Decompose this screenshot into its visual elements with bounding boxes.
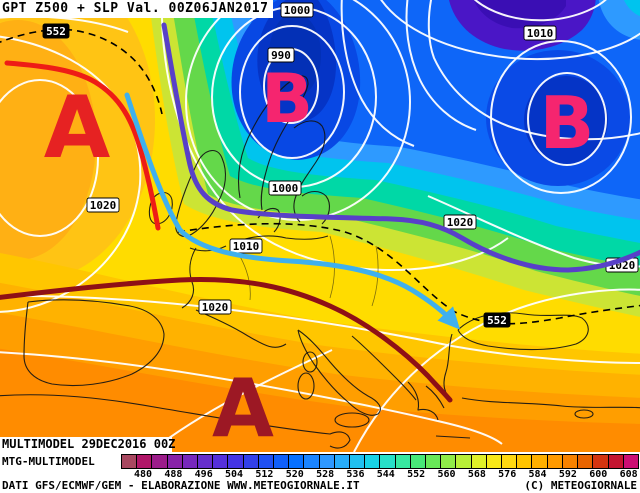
legend-footer: MTG-MULTIMODEL 480 488 496 504 512 520 528 536 5… <box>0 452 640 493</box>
colorbar-cell <box>182 455 199 468</box>
copyright-label: (C) METEOGIORNALE <box>524 479 637 492</box>
colorbar-tick: 560 <box>437 469 456 480</box>
colorbar-cell <box>213 455 229 468</box>
colorbar-cell <box>486 455 503 468</box>
colorbar-cell <box>517 455 533 468</box>
colorbar-cell <box>243 455 259 468</box>
colorbar-tick: 504 <box>225 469 244 480</box>
slp-label-1020-east: 1020 <box>443 214 477 230</box>
colorbar-cell <box>623 455 638 468</box>
colorbar-tick: 592 <box>558 469 577 480</box>
svg-text:1010: 1010 <box>527 27 554 40</box>
colorbar-cell <box>441 455 457 468</box>
high-marker-west: A <box>44 78 111 178</box>
low-marker-east: B <box>540 81 595 165</box>
colorbar-cell <box>319 455 335 468</box>
colorbar-cell <box>350 455 366 468</box>
colorbar-cell <box>562 455 579 468</box>
pressure-labels: 552 1000 990 1010 1000 1020 1010 1020 10… <box>42 2 639 315</box>
colorbar-tick: 496 <box>194 469 213 480</box>
colorbar-cell <box>593 455 609 468</box>
colorbar-cell <box>532 455 548 468</box>
slp-label-1020-west: 1020 <box>86 197 120 213</box>
colorbar-tick: 544 <box>376 469 395 480</box>
colorbar-tick: 528 <box>316 469 335 480</box>
svg-text:1010: 1010 <box>233 240 260 253</box>
colorbar-tick: 536 <box>346 469 365 480</box>
svg-text:1020: 1020 <box>202 301 229 314</box>
svg-text:552: 552 <box>487 314 507 327</box>
pressure-centre-letters: A B B A <box>44 60 595 452</box>
slp-label-1010-ne: 1010 <box>523 25 557 41</box>
colorbar-cell <box>380 455 396 468</box>
coastlines <box>0 75 640 449</box>
maroon-front-line <box>0 277 453 403</box>
svg-text:1020: 1020 <box>90 199 117 212</box>
europe-weather-map: 552 1000 990 1010 1000 1020 1010 1020 10… <box>0 0 640 452</box>
colorbar-tick: 584 <box>528 469 547 480</box>
gpt-552-dashed-line <box>0 28 640 325</box>
colorbar-tick-labels: 480 488 496 504 512 520 528 536 544 552 560 568 576 5… <box>0 469 640 480</box>
gpt-color-field <box>0 0 640 452</box>
colorbar-tick: 576 <box>498 469 517 480</box>
colorbar-tick: 600 <box>589 469 608 480</box>
colorbar-cell <box>122 455 138 468</box>
colorbar-cell <box>304 455 320 468</box>
slp-label-1000-mid: 1000 <box>268 180 302 196</box>
colorbar-cell <box>608 455 624 468</box>
colorbar-cell <box>289 455 305 468</box>
colorbar-cell <box>365 455 381 468</box>
colorbar-tick: 512 <box>255 469 274 480</box>
svg-text:990: 990 <box>271 49 291 62</box>
gpt-552-label-east: 552 <box>483 312 511 328</box>
cyan-jet-arrow <box>124 92 461 330</box>
colorbar-tick: 488 <box>164 469 183 480</box>
slp-label-1020-south: 1020 <box>198 299 232 315</box>
slp-label-990: 990 <box>267 47 295 63</box>
colorbar-cell <box>426 455 442 468</box>
gpt-colorbar <box>121 454 639 469</box>
colorbar-cell <box>456 455 472 468</box>
slp-label-1000-top: 1000 <box>280 2 314 18</box>
map-title: GPT Z500 + SLP Val. 00Z06JAN2017 <box>0 0 274 18</box>
annotation-lines <box>0 22 640 403</box>
svg-text:1000: 1000 <box>272 182 299 195</box>
colorbar-cell <box>198 455 214 468</box>
low-marker-north: B <box>261 60 313 139</box>
slp-label-1010-mid: 1010 <box>229 238 263 254</box>
colorbar-cell <box>274 455 290 468</box>
svg-text:552: 552 <box>46 25 66 38</box>
colorbar-cell <box>547 455 563 468</box>
colorbar-tick: 608 <box>619 469 638 480</box>
colorbar-cell <box>334 455 351 468</box>
gpt-label-552: 552 <box>42 23 70 39</box>
colorbar-cell <box>502 455 518 468</box>
purple-trough-line <box>161 22 640 273</box>
colorbar-cell <box>228 455 244 468</box>
colorbar-cell <box>137 455 153 468</box>
data-credit-line: DATI GFS/ECMWF/GEM - ELABORAZIONE WWW.ME… <box>2 479 360 492</box>
high-marker-south: A <box>212 362 274 452</box>
svg-text:1000: 1000 <box>284 4 311 17</box>
colorbar-cell <box>471 455 487 468</box>
red-front-line <box>4 60 161 231</box>
colorbar-cell <box>152 455 168 468</box>
colorbar-cell <box>410 455 427 468</box>
colorbar-cell <box>395 455 411 468</box>
svg-text:1020: 1020 <box>447 216 474 229</box>
model-name-label: MTG-MULTIMODEL <box>2 455 95 468</box>
colorbar-cell <box>578 455 594 468</box>
model-run-label: MULTIMODEL 29DEC2016 00Z <box>0 437 176 452</box>
colorbar-tick: 552 <box>407 469 426 480</box>
colorbar-tick: 568 <box>467 469 486 480</box>
colorbar-cell <box>258 455 275 468</box>
colorbar-cell <box>167 455 183 468</box>
colorbar-tick: 480 <box>133 469 153 480</box>
colorbar-tick: 520 <box>285 469 304 480</box>
